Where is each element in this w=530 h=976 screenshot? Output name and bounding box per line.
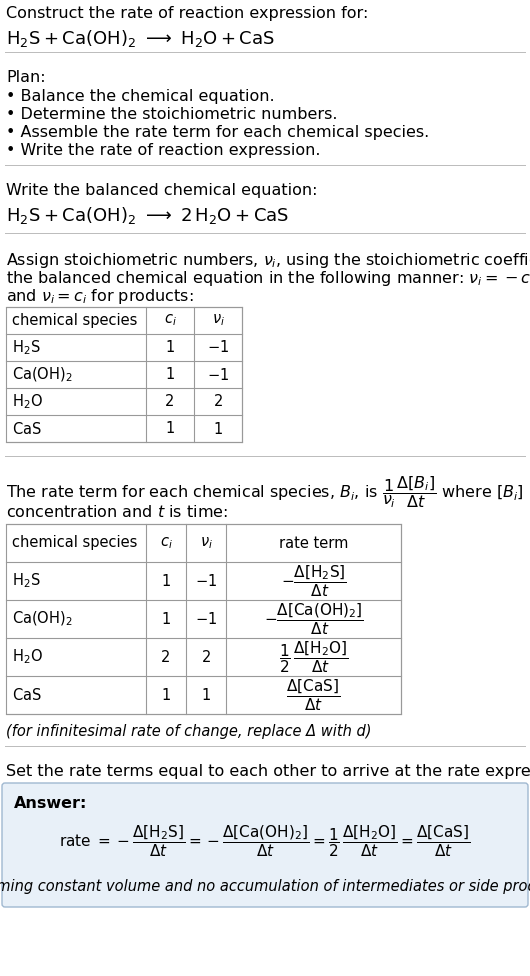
Text: 1: 1 bbox=[165, 340, 174, 355]
Text: 2: 2 bbox=[165, 394, 175, 409]
Text: $\nu_i$: $\nu_i$ bbox=[211, 312, 225, 328]
Text: $2$: $2$ bbox=[213, 393, 223, 410]
Text: $\mathrm{H_2O}$: $\mathrm{H_2O}$ bbox=[12, 648, 43, 667]
Text: chemical species: chemical species bbox=[12, 536, 137, 550]
Text: • Assemble the rate term for each chemical species.: • Assemble the rate term for each chemic… bbox=[6, 125, 429, 140]
Text: Plan:: Plan: bbox=[6, 70, 46, 85]
Bar bbox=[6, 524, 401, 714]
Text: $\mathrm{H_2S}$: $\mathrm{H_2S}$ bbox=[12, 338, 41, 357]
Text: and $\nu_i = c_i$ for products:: and $\nu_i = c_i$ for products: bbox=[6, 287, 193, 306]
Text: Assign stoichiometric numbers, $\nu_i$, using the stoichiometric coefficients, $: Assign stoichiometric numbers, $\nu_i$, … bbox=[6, 251, 530, 270]
Text: rate $= -\dfrac{\Delta[\mathrm{H_2S}]}{\Delta t} = -\dfrac{\Delta[\mathrm{Ca(OH): rate $= -\dfrac{\Delta[\mathrm{H_2S}]}{\… bbox=[59, 823, 471, 859]
Text: $1$: $1$ bbox=[201, 687, 211, 703]
Text: (for infinitesimal rate of change, replace Δ with d): (for infinitesimal rate of change, repla… bbox=[6, 724, 372, 739]
Text: concentration and $t$ is time:: concentration and $t$ is time: bbox=[6, 504, 228, 520]
Text: $\mathrm{H_2O}$: $\mathrm{H_2O}$ bbox=[12, 392, 43, 411]
Text: $\nu_i$: $\nu_i$ bbox=[199, 535, 213, 550]
Text: $-1$: $-1$ bbox=[195, 611, 217, 627]
Text: chemical species: chemical species bbox=[12, 313, 137, 328]
Text: • Determine the stoichiometric numbers.: • Determine the stoichiometric numbers. bbox=[6, 107, 338, 122]
Text: $-1$: $-1$ bbox=[195, 573, 217, 589]
Text: $-1$: $-1$ bbox=[207, 367, 229, 383]
Text: 2: 2 bbox=[161, 649, 171, 665]
Text: 1: 1 bbox=[161, 574, 171, 589]
Text: 1: 1 bbox=[165, 367, 174, 382]
FancyBboxPatch shape bbox=[2, 783, 528, 907]
Text: • Write the rate of reaction expression.: • Write the rate of reaction expression. bbox=[6, 143, 321, 158]
Text: Write the balanced chemical equation:: Write the balanced chemical equation: bbox=[6, 183, 317, 198]
Text: $\mathrm{H_2S}$: $\mathrm{H_2S}$ bbox=[12, 572, 41, 590]
Text: $-1$: $-1$ bbox=[207, 340, 229, 355]
Text: the balanced chemical equation in the following manner: $\nu_i = -c_i$ for react: the balanced chemical equation in the fo… bbox=[6, 269, 530, 288]
Text: (assuming constant volume and no accumulation of intermediates or side products): (assuming constant volume and no accumul… bbox=[0, 878, 530, 893]
Text: $\mathrm{Ca(OH)_2}$: $\mathrm{Ca(OH)_2}$ bbox=[12, 365, 73, 384]
Text: $\dfrac{1}{2}\,\dfrac{\Delta[\mathrm{H_2O}]}{\Delta t}$: $\dfrac{1}{2}\,\dfrac{\Delta[\mathrm{H_2… bbox=[279, 639, 348, 674]
Text: $1$: $1$ bbox=[213, 421, 223, 436]
Text: Construct the rate of reaction expression for:: Construct the rate of reaction expressio… bbox=[6, 6, 368, 21]
Text: 1: 1 bbox=[165, 421, 174, 436]
Text: $\dfrac{\Delta[\mathrm{CaS}]}{\Delta t}$: $\dfrac{\Delta[\mathrm{CaS}]}{\Delta t}$ bbox=[287, 677, 340, 712]
Text: $\mathrm{Ca(OH)_2}$: $\mathrm{Ca(OH)_2}$ bbox=[12, 610, 73, 629]
Text: Set the rate terms equal to each other to arrive at the rate expression:: Set the rate terms equal to each other t… bbox=[6, 764, 530, 779]
Text: $\mathrm{CaS}$: $\mathrm{CaS}$ bbox=[12, 421, 42, 436]
Text: 1: 1 bbox=[161, 612, 171, 627]
Text: $\mathrm{CaS}$: $\mathrm{CaS}$ bbox=[12, 687, 42, 703]
Text: $-\dfrac{\Delta[\mathrm{Ca(OH)_2}]}{\Delta t}$: $-\dfrac{\Delta[\mathrm{Ca(OH)_2}]}{\Del… bbox=[263, 601, 364, 637]
Text: $2$: $2$ bbox=[201, 649, 211, 665]
Text: rate term: rate term bbox=[279, 536, 348, 550]
Text: 1: 1 bbox=[161, 687, 171, 703]
Text: The rate term for each chemical species, $B_i$, is $\dfrac{1}{\nu_i}\dfrac{\Delt: The rate term for each chemical species,… bbox=[6, 474, 530, 510]
Bar bbox=[6, 307, 242, 442]
Text: • Balance the chemical equation.: • Balance the chemical equation. bbox=[6, 89, 275, 104]
Text: $c_i$: $c_i$ bbox=[160, 535, 172, 550]
Text: Answer:: Answer: bbox=[14, 796, 87, 811]
Text: $c_i$: $c_i$ bbox=[164, 312, 176, 328]
Text: $\mathrm{H_2S + Ca(OH)_2 \ \longrightarrow \ 2\,H_2O + CaS}$: $\mathrm{H_2S + Ca(OH)_2 \ \longrightarr… bbox=[6, 205, 289, 226]
Text: $\mathrm{H_2S + Ca(OH)_2 \ \longrightarrow \ H_2O + CaS}$: $\mathrm{H_2S + Ca(OH)_2 \ \longrightarr… bbox=[6, 28, 275, 49]
Text: $-\dfrac{\Delta[\mathrm{H_2S}]}{\Delta t}$: $-\dfrac{\Delta[\mathrm{H_2S}]}{\Delta t… bbox=[281, 563, 346, 599]
